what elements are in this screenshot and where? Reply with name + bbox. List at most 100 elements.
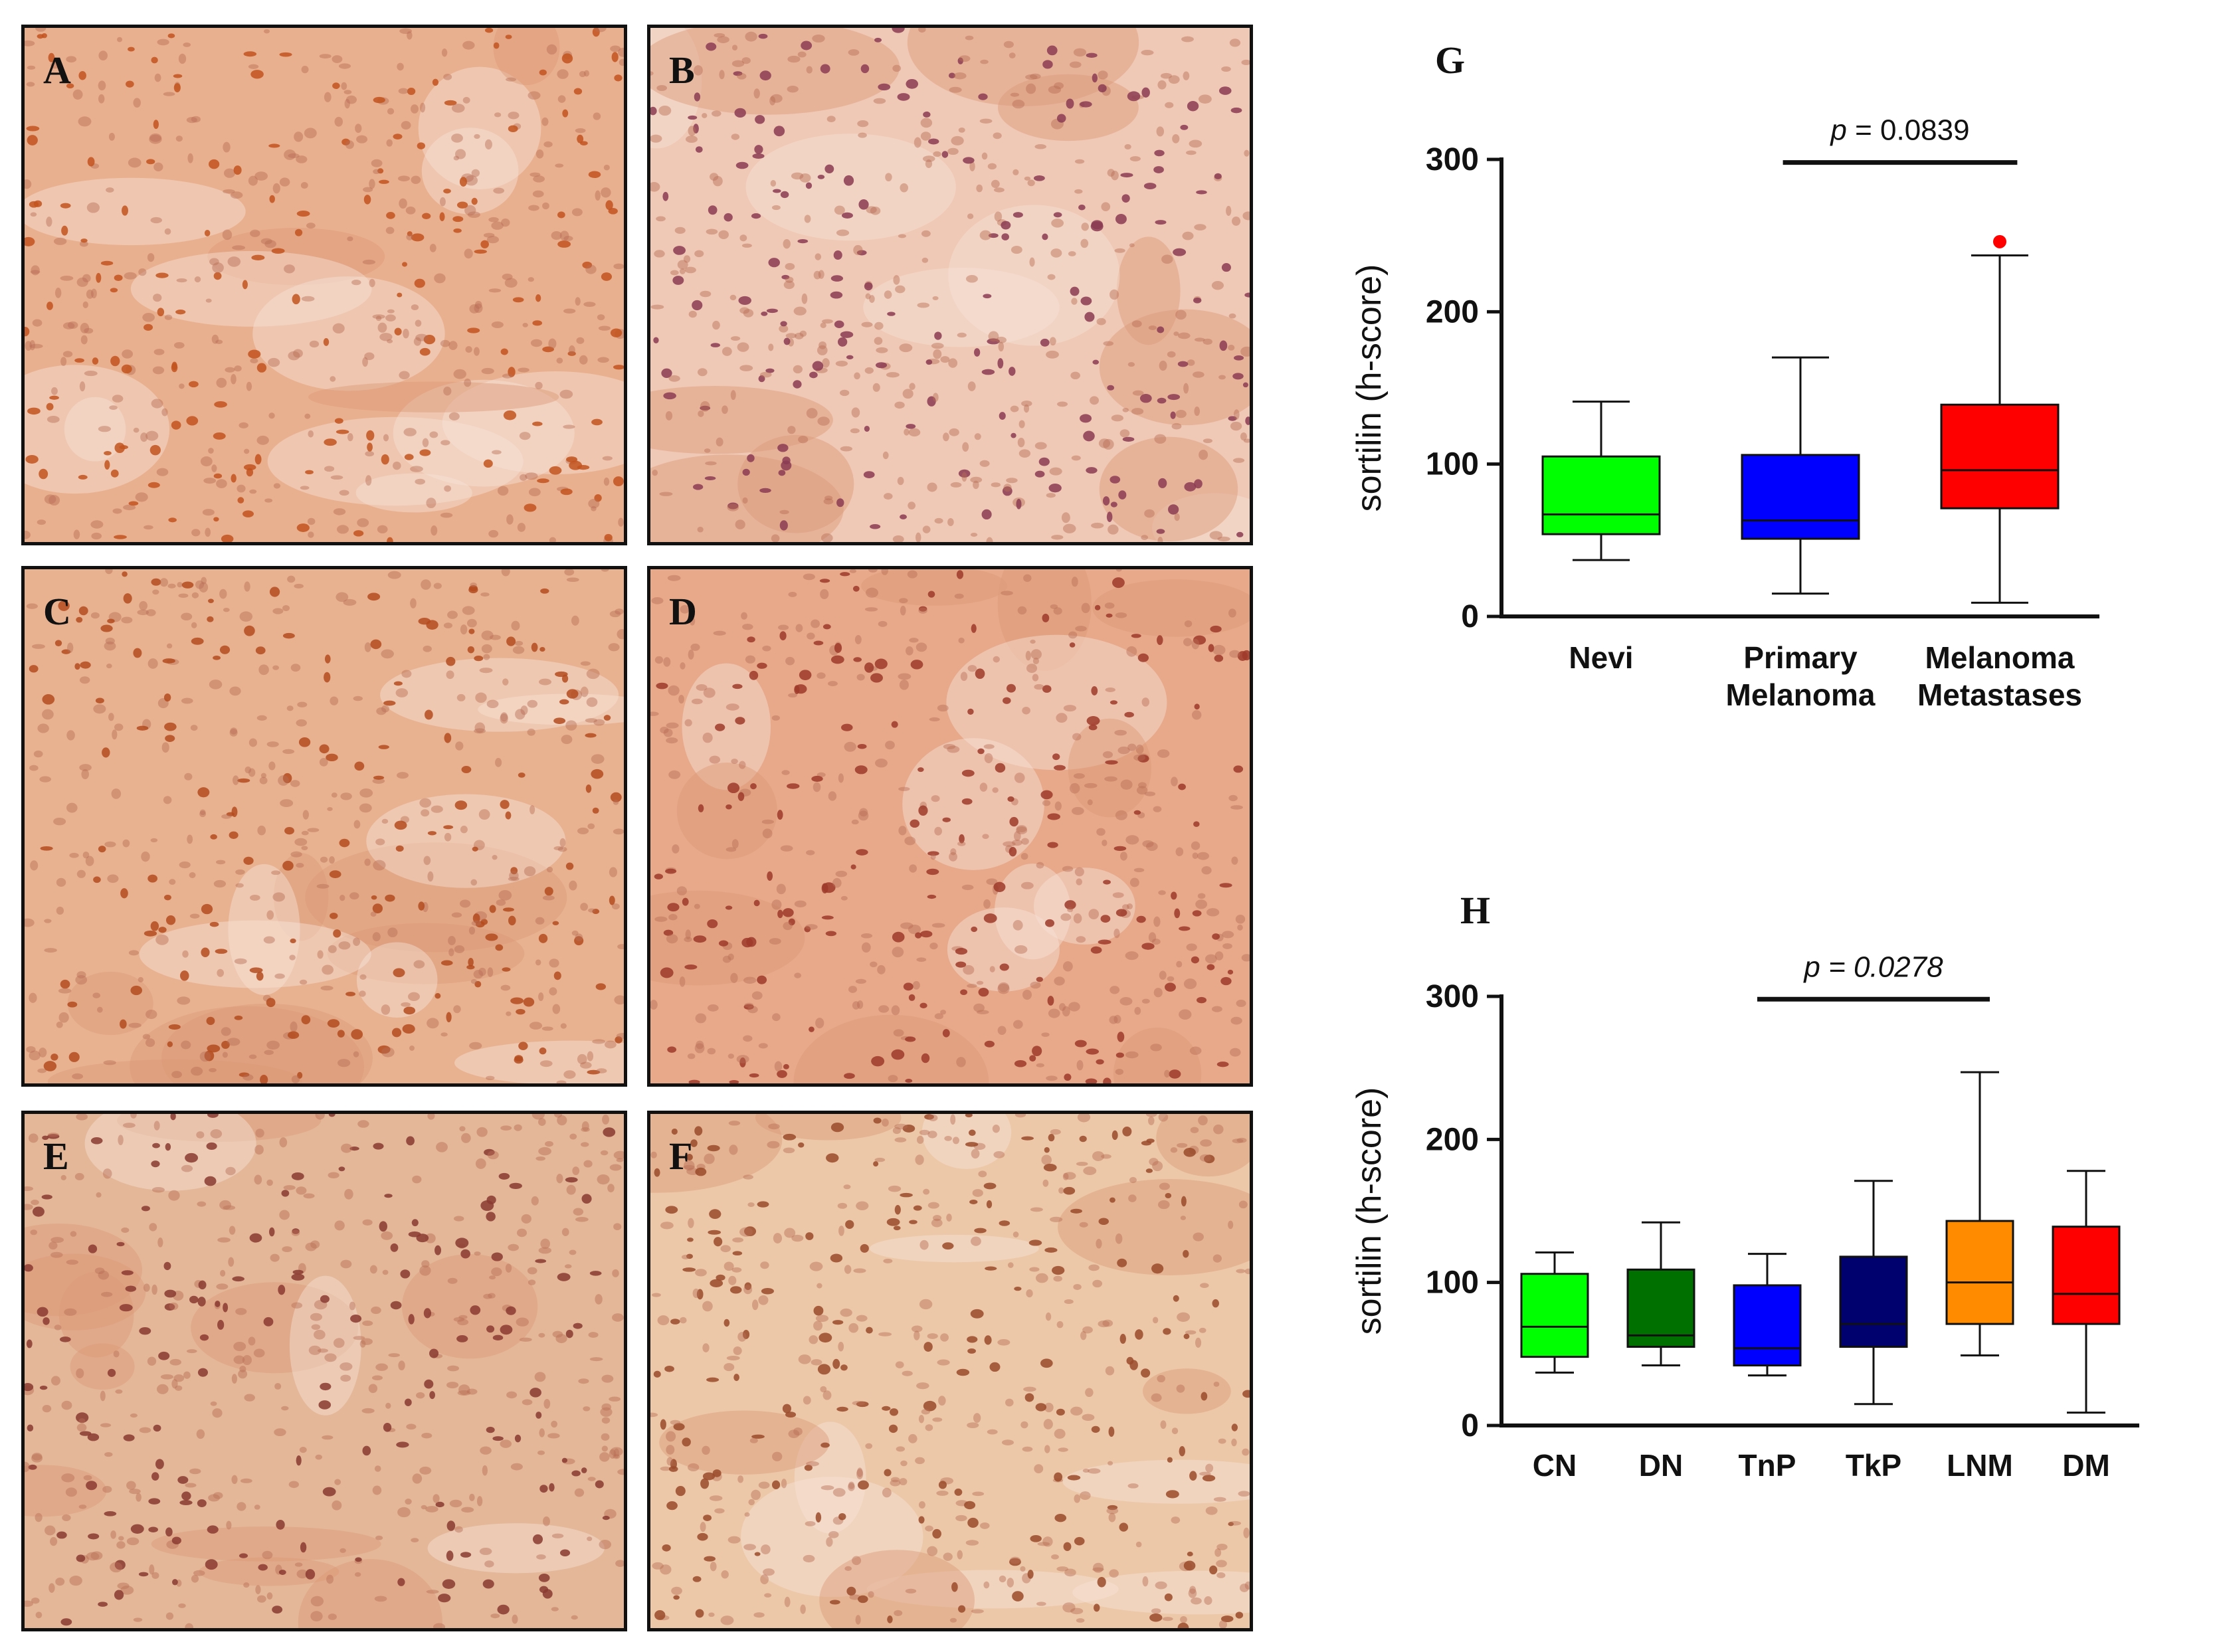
cell-nucleus: [1103, 1077, 1111, 1083]
cell-nucleus: [257, 825, 266, 836]
cell-nucleus: [821, 915, 834, 920]
cell-nucleus: [1114, 248, 1125, 253]
cell-nucleus: [984, 753, 993, 764]
cell-nucleus: [500, 1125, 512, 1131]
cell-nucleus: [178, 1603, 186, 1608]
cell-nucleus: [565, 1329, 573, 1338]
cell-nucleus: [1183, 383, 1189, 394]
cell-nucleus: [80, 335, 88, 345]
cell-nucleus: [74, 1172, 84, 1180]
cell-nucleus: [751, 1489, 761, 1501]
cell-nucleus: [1010, 405, 1019, 413]
cell-nucleus: [785, 333, 797, 339]
cell-nucleus: [927, 396, 936, 407]
cell-nucleus: [561, 53, 573, 64]
tissue-region: [1072, 1570, 1250, 1615]
cell-nucleus: [974, 1228, 987, 1234]
cell-nucleus: [1062, 1172, 1069, 1180]
cell-nucleus: [739, 761, 746, 769]
cell-nucleus: [694, 1126, 703, 1136]
tissue-region: [755, 1114, 902, 1141]
cell-nucleus: [410, 466, 423, 472]
cell-nucleus: [1232, 373, 1244, 380]
cell-nucleus: [322, 1487, 336, 1497]
cell-nucleus: [1086, 52, 1098, 58]
cell-nucleus: [735, 717, 745, 725]
cell-nucleus: [296, 1186, 307, 1195]
cell-nucleus: [1080, 414, 1092, 423]
cell-nucleus: [961, 798, 973, 805]
cell-nucleus: [877, 964, 886, 974]
cell-nucleus: [557, 211, 565, 219]
cell-nucleus: [1101, 202, 1111, 212]
cell-nucleus: [1049, 337, 1056, 346]
x-category-label: DN: [1639, 1448, 1683, 1483]
cell-nucleus: [820, 1485, 834, 1491]
cell-nucleus: [958, 1605, 966, 1613]
x-category-label: Primary: [1743, 640, 1858, 675]
cell-nucleus: [283, 1185, 296, 1190]
cell-nucleus: [1241, 59, 1250, 66]
cell-nucleus: [1235, 915, 1246, 924]
cell-nucleus: [730, 972, 738, 983]
cell-nucleus: [856, 849, 868, 856]
cell-nucleus: [650, 182, 660, 192]
cell-nucleus: [543, 141, 553, 147]
cell-nucleus: [1096, 318, 1106, 325]
cell-nucleus: [666, 1457, 673, 1466]
cell-nucleus: [1102, 496, 1110, 506]
cell-nucleus: [1175, 847, 1184, 856]
cell-nucleus: [149, 1564, 155, 1575]
cell-nucleus: [466, 964, 475, 970]
cell-nucleus: [595, 1294, 603, 1305]
cell-nucleus: [444, 832, 452, 842]
cell-nucleus: [1102, 1319, 1113, 1327]
cell-nucleus: [298, 737, 311, 747]
cell-nucleus: [356, 135, 368, 143]
cell-nucleus: [682, 897, 689, 906]
cell-nucleus: [79, 764, 92, 771]
cell-nucleus: [563, 424, 575, 429]
cell-nucleus: [320, 985, 334, 991]
cell-nucleus: [904, 836, 916, 846]
cell-nucleus: [297, 1071, 303, 1079]
cell-nucleus: [492, 450, 502, 455]
cell-nucleus: [353, 937, 361, 947]
cell-nucleus: [743, 1035, 753, 1042]
cell-nucleus: [530, 805, 535, 814]
cell-nucleus: [997, 983, 1010, 994]
cell-nucleus: [767, 1141, 780, 1148]
cell-nucleus: [1034, 143, 1046, 149]
cell-nucleus: [609, 1449, 617, 1459]
cell-nucleus: [112, 508, 122, 514]
cell-nucleus: [495, 758, 502, 767]
cell-nucleus: [397, 772, 409, 779]
cell-nucleus: [294, 132, 304, 142]
cell-nucleus: [983, 1581, 990, 1589]
cell-nucleus: [119, 1304, 133, 1312]
cell-nucleus: [909, 383, 916, 391]
cell-nucleus: [480, 592, 490, 597]
cell-nucleus: [369, 179, 375, 189]
cell-nucleus: [663, 392, 676, 400]
cell-nucleus: [1074, 1040, 1087, 1048]
cell-nucleus: [797, 238, 809, 244]
cell-nucleus: [429, 243, 436, 252]
cell-nucleus: [918, 607, 927, 614]
cell-nucleus: [406, 1423, 417, 1430]
cell-nucleus: [1171, 891, 1177, 900]
cell-nucleus: [1172, 134, 1180, 143]
cell-nucleus: [838, 1226, 844, 1236]
cell-nucleus: [491, 1267, 502, 1277]
cell-nucleus: [1088, 1264, 1100, 1271]
cell-nucleus: [1168, 75, 1180, 84]
cell-nucleus: [735, 519, 745, 529]
cell-nucleus: [435, 1501, 444, 1508]
cell-nucleus: [943, 432, 949, 442]
cell-nucleus: [844, 1566, 852, 1571]
cell-nucleus: [1076, 1161, 1088, 1166]
cell-nucleus: [468, 957, 474, 967]
cell-nucleus: [100, 624, 113, 632]
cell-nucleus: [232, 245, 245, 250]
cell-nucleus: [777, 444, 789, 452]
